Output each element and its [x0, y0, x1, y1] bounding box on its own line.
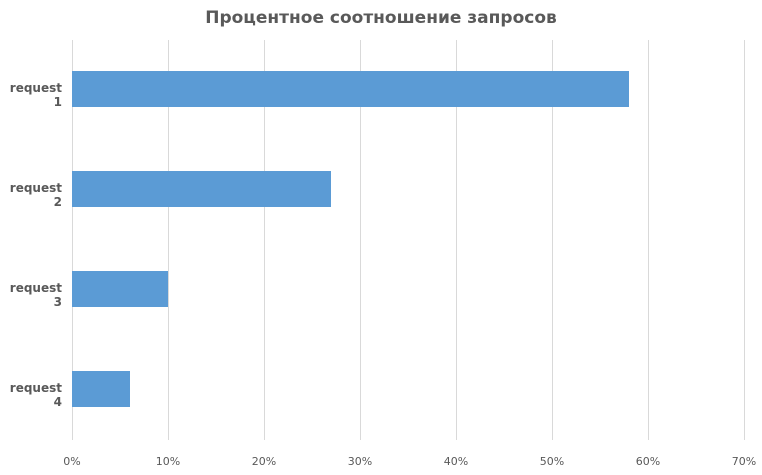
x-tick-label: 60% — [635, 455, 661, 468]
x-tick-label: 50% — [539, 455, 565, 468]
x-tick-label: 70% — [731, 455, 757, 468]
bar[interactable] — [72, 371, 130, 407]
category-label: request 4 — [9, 381, 62, 409]
gridline — [552, 40, 553, 440]
x-tick-label: 40% — [443, 455, 469, 468]
x-tick-label: 30% — [347, 455, 373, 468]
bar[interactable] — [72, 71, 629, 107]
plot-area — [72, 40, 745, 440]
bar[interactable] — [72, 271, 168, 307]
gridline — [72, 40, 73, 440]
gridline — [456, 40, 457, 440]
bar[interactable] — [72, 171, 332, 207]
gridline — [360, 40, 361, 440]
gridline — [264, 40, 265, 440]
category-label: request 1 — [9, 81, 62, 109]
chart-title: Процентное соотношение запросов — [205, 8, 557, 28]
x-tick-label: 20% — [251, 455, 277, 468]
x-tick-label: 10% — [155, 455, 181, 468]
category-label: request 2 — [9, 181, 62, 209]
gridline — [744, 40, 745, 440]
category-label: request 3 — [9, 281, 62, 309]
gridline — [168, 40, 169, 440]
x-tick-label: 0% — [63, 455, 81, 468]
gridline — [648, 40, 649, 440]
